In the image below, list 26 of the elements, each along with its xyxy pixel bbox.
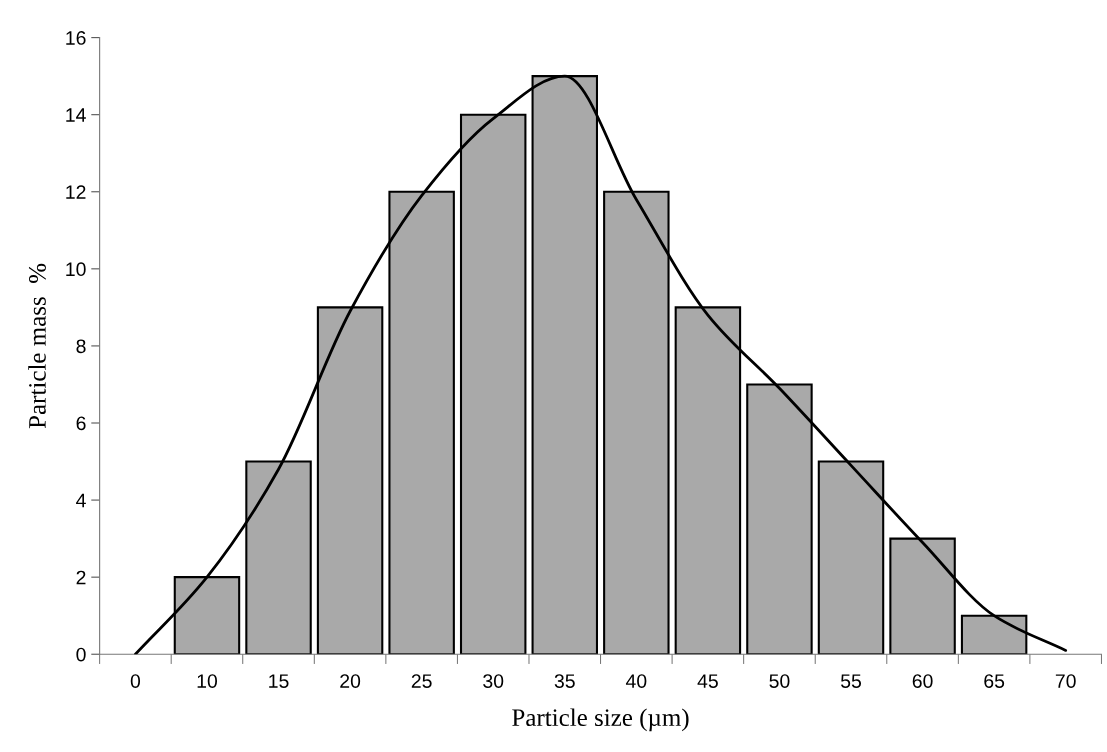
- x-tick-label: 55: [840, 674, 862, 688]
- x-tick-label: 10: [197, 674, 218, 688]
- x-tick-label: 15: [269, 674, 289, 688]
- y-tick-label: 6: [76, 416, 86, 431]
- y-tick-label: 2: [76, 570, 86, 585]
- line-series: [134, 74, 1068, 655]
- x-tick-label: 45: [697, 674, 718, 688]
- y-tick-label: 8: [76, 339, 86, 354]
- y-tick-label: 16: [66, 31, 86, 45]
- x-tick-label: 40: [625, 674, 647, 688]
- x-axis-title: Particle size (µm): [512, 708, 689, 732]
- y-axis-title: Particle mass %: [28, 263, 46, 429]
- x-tick-label: 0: [130, 674, 141, 688]
- x-tick-label: 70: [1055, 674, 1076, 688]
- x-tick-label: 25: [411, 674, 432, 688]
- y-tick-label: 0: [76, 647, 86, 662]
- x-tick-label: 35: [554, 674, 575, 688]
- x-tick-label: 50: [769, 674, 790, 688]
- x-tick-label: 20: [340, 674, 361, 688]
- y-tick-label: 10: [66, 262, 86, 277]
- y-tick-label: 12: [66, 185, 86, 199]
- x-tick-label: 65: [984, 674, 1005, 688]
- y-tick-label: 4: [76, 493, 86, 508]
- x-tick-label: 60: [912, 674, 933, 688]
- x-tick-label: 30: [483, 674, 504, 688]
- y-tick-label: 14: [66, 108, 86, 122]
